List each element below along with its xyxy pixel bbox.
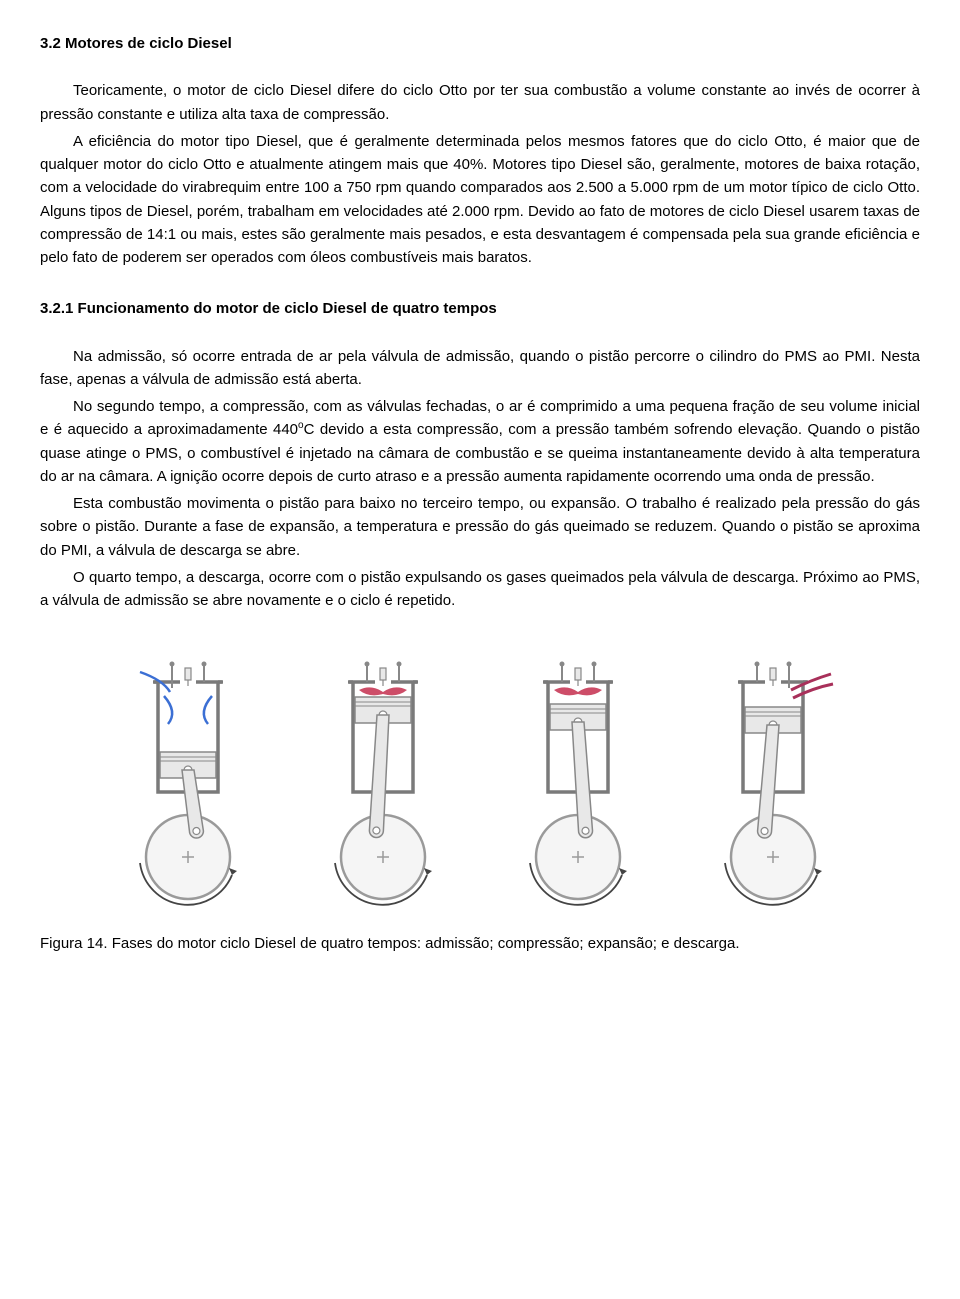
cylinder-compression-icon xyxy=(308,652,458,912)
section-heading: 3.2 Motores de ciclo Diesel xyxy=(40,32,920,55)
cylinder-exhaust-icon xyxy=(698,652,848,912)
body-text: Na admissão, só ocorre entrada de ar pel… xyxy=(40,345,920,392)
cylinder-intake-icon xyxy=(113,652,263,912)
cylinder-power-icon xyxy=(503,652,653,912)
body-text: Teoricamente, o motor de ciclo Diesel di… xyxy=(40,79,920,126)
figure-caption: Figura 14. Fases do motor ciclo Diesel d… xyxy=(40,932,920,955)
body-text: No segundo tempo, a compressão, com as v… xyxy=(40,395,920,488)
body-text: O quarto tempo, a descarga, ocorre com o… xyxy=(40,566,920,613)
body-text: A eficiência do motor tipo Diesel, que é… xyxy=(40,130,920,270)
subsection-heading: 3.2.1 Funcionamento do motor de ciclo Di… xyxy=(40,297,920,320)
diesel-cycle-figure xyxy=(40,652,920,912)
body-text: Esta combustão movimenta o pistão para b… xyxy=(40,492,920,562)
